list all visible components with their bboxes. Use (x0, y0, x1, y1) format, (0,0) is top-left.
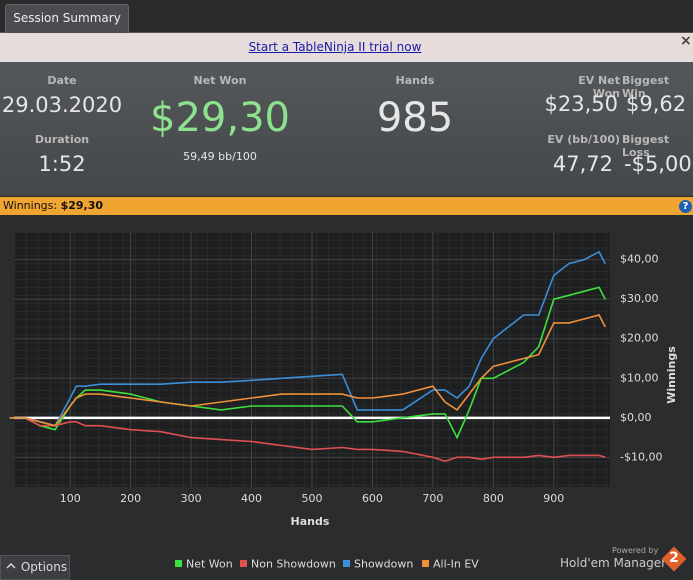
stat-value: $29,30 (150, 95, 290, 141)
stat-sub: 59,49 bb/100 (183, 150, 257, 163)
y-tick-label: $0,00 (620, 411, 652, 424)
y-tick-label: $30,00 (620, 292, 659, 305)
stat-label: Hands (395, 74, 435, 87)
legend-label: All-In EV (433, 558, 479, 571)
trial-link[interactable]: Start a TableNinja II trial now (248, 40, 422, 54)
banner: Start a TableNinja II trial now × (0, 33, 693, 62)
legend-swatch (343, 560, 350, 567)
series-line (9, 250, 606, 427)
stat-value: 1:52 (38, 152, 86, 176)
x-axis-label: Hands (291, 515, 330, 528)
y-tick-label: $40,00 (620, 253, 659, 266)
series-line (9, 417, 606, 463)
series-line (9, 314, 606, 427)
x-tick-label: 100 (60, 492, 81, 505)
legend-swatch (240, 560, 247, 567)
legend-swatch (175, 560, 182, 567)
y-axis-label: Winnings (665, 346, 678, 404)
winnings-bar: Winnings: $29,30 (0, 197, 693, 215)
stat-label: Biggest Loss (622, 133, 670, 159)
legend-label: Showdown (354, 558, 413, 571)
stat-label: Net Won (193, 74, 247, 87)
stat-value: $9,62 (626, 92, 687, 116)
x-tick-label: 200 (120, 492, 141, 505)
brand: Hold'em Manager (560, 556, 667, 570)
tab[interactable]: Session Summary (5, 4, 129, 33)
winnings-label: Winnings: (3, 199, 58, 212)
stat-value: 29.03.2020 (1, 93, 123, 117)
stat-label: Date (47, 74, 77, 87)
stat-value: -$5,00 (624, 152, 692, 176)
x-tick-label: 400 (241, 492, 262, 505)
stat-value: $23,50 (544, 92, 618, 116)
stat-label: EV Net Won (578, 74, 620, 100)
winnings-value: $29,30 (60, 199, 104, 212)
y-tick-label: -$10,00 (620, 450, 662, 463)
y-tick-label: $10,00 (620, 371, 659, 384)
chart: Hands Winnings 100 200 300 400 500 600 700 800 9… (9, 232, 678, 571)
legend-swatch (422, 560, 429, 567)
powered-by: Powered by (612, 546, 659, 555)
stats-panel: Date 29.03.2020 Duration 1:52 Net Won $2… (0, 62, 693, 196)
stat-value: 47,72 (552, 152, 613, 176)
x-tick-label: 600 (362, 492, 383, 505)
y-tick-label: $20,00 (620, 332, 659, 345)
stat-value: 985 (376, 95, 454, 141)
stat-label: Duration (34, 133, 90, 146)
logo-text: 2 (669, 550, 679, 566)
legend-label: Non Showdown (251, 558, 336, 571)
options-label: Options (20, 560, 68, 574)
x-tick-label: 300 (181, 492, 202, 505)
stat-label: EV (bb/100) (547, 133, 620, 146)
x-tick-label: 900 (543, 492, 564, 505)
x-tick-label: 800 (483, 492, 504, 505)
legend-label: Net Won (186, 558, 233, 571)
options-button[interactable]: Options (0, 555, 70, 580)
options-arrow (6, 563, 16, 569)
help-button[interactable]: ? (679, 200, 692, 213)
stat-label: Biggest Win (622, 74, 670, 100)
close-button[interactable]: × (680, 33, 692, 49)
x-tick-label: 500 (302, 492, 323, 505)
x-tick-label: 700 (422, 492, 443, 505)
